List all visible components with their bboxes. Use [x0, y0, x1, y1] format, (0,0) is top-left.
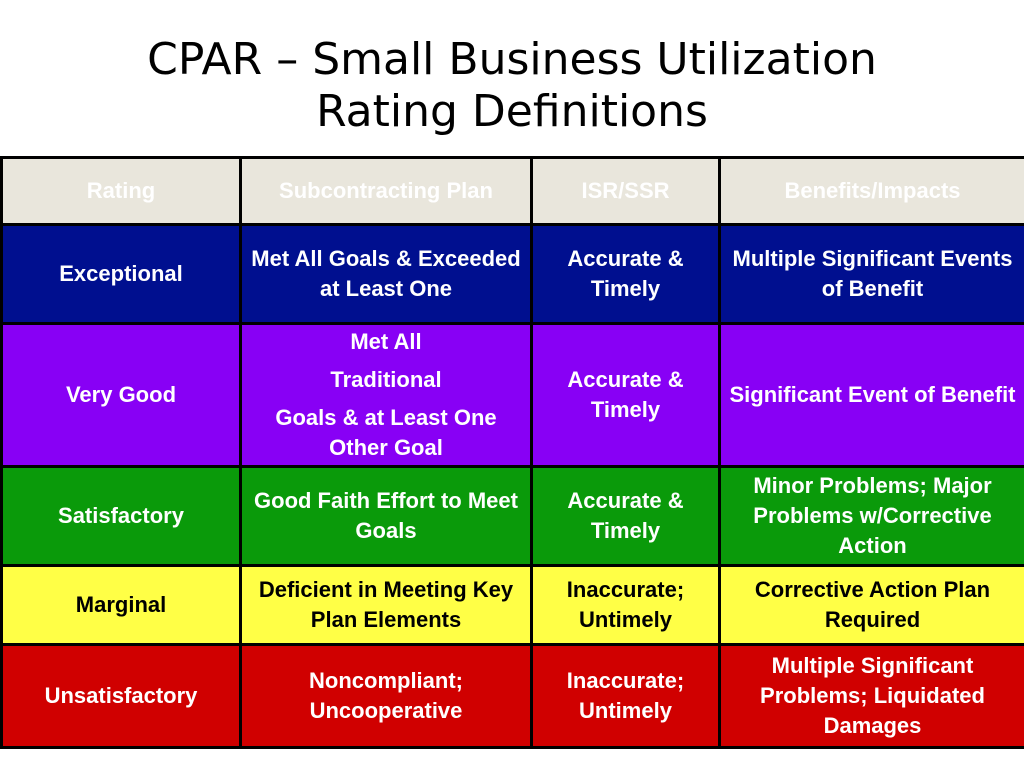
plan-cell: Met All Traditional Goals & at Least One… [239, 322, 533, 468]
benefits-cell: Significant Event of Benefit [718, 322, 1024, 468]
page-title: CPAR – Small Business Utilization Rating… [0, 34, 1024, 138]
rating-cell: Satisfactory [0, 465, 242, 567]
isr-cell: Accurate & Timely [530, 223, 721, 325]
header-benefits-impacts: Benefits/Impacts [718, 156, 1024, 226]
rating-definitions-table: Rating Subcontracting Plan ISR/SSR Benef… [0, 156, 1024, 749]
plan-line: Met All [350, 329, 422, 354]
plan-cell: Noncompliant; Uncooperative [239, 643, 533, 749]
benefits-cell: Multiple Significant Problems; Liquidate… [718, 643, 1024, 749]
page-title-line-1: CPAR – Small Business Utilization [147, 34, 877, 85]
plan-line: Goals & at Least One Other Goal [275, 405, 497, 460]
plan-line: Traditional [330, 367, 442, 392]
rating-cell: Very Good [0, 322, 242, 468]
table-header-row: Rating Subcontracting Plan ISR/SSR Benef… [0, 156, 1024, 226]
benefits-cell: Multiple Significant Events of Benefit [718, 223, 1024, 325]
plan-cell: Met All Goals & Exceeded at Least One [239, 223, 533, 325]
benefits-cell: Minor Problems; Major Problems w/Correct… [718, 465, 1024, 567]
row-satisfactory: Satisfactory Good Faith Effort to Meet G… [0, 465, 1024, 567]
row-marginal: Marginal Deficient in Meeting Key Plan E… [0, 564, 1024, 646]
rating-cell: Unsatisfactory [0, 643, 242, 749]
header-rating: Rating [0, 156, 242, 226]
benefits-cell: Corrective Action Plan Required [718, 564, 1024, 646]
rating-cell: Marginal [0, 564, 242, 646]
header-subcontracting-plan: Subcontracting Plan [239, 156, 533, 226]
page-title-line-2: Rating Definitions [316, 86, 708, 137]
isr-cell: Accurate & Timely [530, 322, 721, 468]
isr-cell: Inaccurate; Untimely [530, 564, 721, 646]
row-exceptional: Exceptional Met All Goals & Exceeded at … [0, 223, 1024, 325]
isr-cell: Inaccurate; Untimely [530, 643, 721, 749]
plan-cell: Deficient in Meeting Key Plan Elements [239, 564, 533, 646]
isr-cell: Accurate & Timely [530, 465, 721, 567]
rating-cell: Exceptional [0, 223, 242, 325]
row-very-good: Very Good Met All Traditional Goals & at… [0, 322, 1024, 468]
row-unsatisfactory: Unsatisfactory Noncompliant; Uncooperati… [0, 643, 1024, 749]
header-isr-ssr: ISR/SSR [530, 156, 721, 226]
plan-cell: Good Faith Effort to Meet Goals [239, 465, 533, 567]
